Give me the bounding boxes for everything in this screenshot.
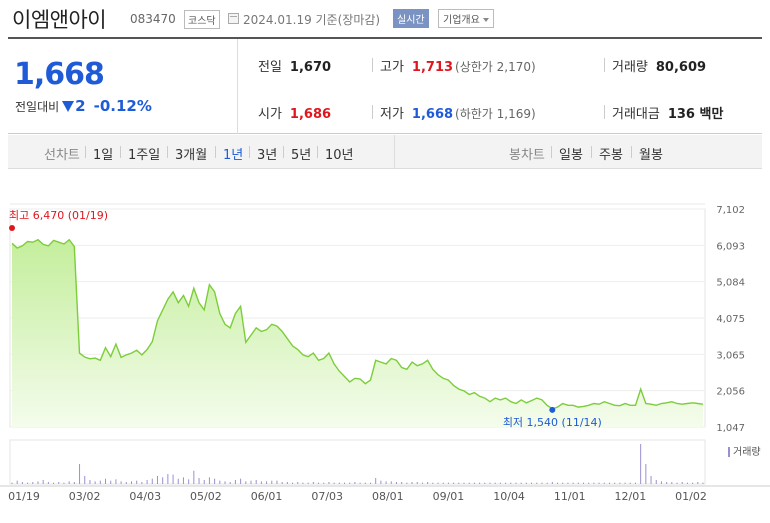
candle-chart-label: 봉차트 bbox=[509, 148, 545, 163]
y-tick-label: 7,102 bbox=[716, 205, 745, 216]
tab-5y[interactable]: 5년 bbox=[291, 148, 312, 163]
volume-legend-swatch bbox=[728, 447, 730, 457]
x-tick-label: 05/02 bbox=[190, 490, 222, 503]
tab-daily[interactable]: 일봉 bbox=[559, 148, 583, 163]
x-tick-label: 08/01 bbox=[372, 490, 404, 503]
company-overview-button[interactable]: 기업개요 bbox=[438, 9, 494, 28]
price-line bbox=[11, 238, 704, 410]
low-annotation: 최저 1,540 (11/14) bbox=[503, 416, 602, 429]
stock-header: 이엠앤아이 083470 코스닥 2024.01.19 기준(장마감) 실시간 … bbox=[0, 0, 770, 36]
x-tick-label: 10/04 bbox=[493, 490, 525, 503]
tab-1d[interactable]: 1일 bbox=[93, 148, 114, 163]
low-point bbox=[549, 406, 556, 413]
low-price: 저가 1,668 (하한가 1,169) bbox=[380, 107, 536, 122]
trade-amount: 거래대금 136 백만 bbox=[612, 107, 724, 122]
x-tick-label: 12/01 bbox=[615, 490, 647, 503]
x-tick-label: 04/03 bbox=[129, 490, 161, 503]
high-annotation: 최고 6,470 (01/19) bbox=[9, 209, 108, 222]
price-summary: 1,668 전일대비 2 -0.12% 전일 1,670 시가 1,686 고가 1,71… bbox=[8, 37, 762, 134]
divider bbox=[372, 105, 373, 119]
line-chart-label: 선차트 bbox=[44, 148, 80, 163]
x-tick-label: 01/19 bbox=[8, 490, 40, 503]
down-triangle-icon bbox=[62, 101, 75, 112]
volume: 거래량 80,609 bbox=[612, 60, 707, 75]
y-tick-label: 3,065 bbox=[716, 350, 745, 361]
current-price: 1,668 bbox=[14, 57, 105, 92]
stock-code: 083470 bbox=[130, 12, 176, 26]
x-tick-label: 06/01 bbox=[251, 490, 283, 503]
tab-weekly[interactable]: 주봉 bbox=[599, 148, 623, 163]
price-area bbox=[12, 239, 703, 427]
tab-1w[interactable]: 1주일 bbox=[128, 148, 161, 163]
realtime-button[interactable]: 실시간 bbox=[393, 9, 429, 28]
x-tick-label: 11/01 bbox=[554, 490, 586, 503]
high-price: 고가 1,713 (상한가 2,170) bbox=[380, 60, 536, 75]
prev-close: 전일 1,670 bbox=[258, 60, 332, 75]
calendar-icon bbox=[228, 13, 239, 24]
high-point bbox=[9, 225, 15, 231]
y-tick-label: 4,075 bbox=[716, 314, 745, 325]
divider bbox=[604, 58, 605, 72]
tab-monthly[interactable]: 월봉 bbox=[639, 148, 663, 163]
x-tick-label: 09/01 bbox=[433, 490, 465, 503]
divider bbox=[372, 58, 373, 72]
stock-name: 이엠앤아이 bbox=[12, 8, 107, 32]
change-percent: -0.12% bbox=[93, 97, 152, 115]
tab-3m[interactable]: 3개월 bbox=[175, 148, 208, 163]
market-badge: 코스닥 bbox=[184, 10, 220, 29]
x-tick-label: 03/02 bbox=[69, 490, 101, 503]
x-tick-label: 01/02 bbox=[675, 490, 707, 503]
current-price-box: 1,668 전일대비 2 -0.12% bbox=[8, 39, 238, 134]
volume-frame bbox=[9, 439, 706, 485]
y-tick-label: 2,056 bbox=[716, 387, 745, 398]
y-tick-label: 5,084 bbox=[716, 278, 745, 289]
reference-date: 2024.01.19 기준(장마감) bbox=[243, 13, 381, 27]
chart-period-tabs: 선차트 1일 1주일 3개월 1년 3년 5년 10년 봉차트 일봉 주봉 월봉 bbox=[8, 135, 762, 169]
volume-label: 거래량 bbox=[733, 446, 761, 458]
tab-3y[interactable]: 3년 bbox=[257, 148, 278, 163]
open-price: 시가 1,686 bbox=[258, 107, 332, 122]
chevron-down-icon bbox=[482, 18, 489, 22]
divider bbox=[604, 105, 605, 119]
y-tick-label: 6,093 bbox=[716, 241, 745, 252]
tab-10y[interactable]: 10년 bbox=[325, 148, 354, 163]
change-label: 전일대비 bbox=[15, 100, 60, 114]
y-tick-label: 1,047 bbox=[716, 423, 745, 434]
change-value: 2 bbox=[75, 97, 86, 115]
change-row: 전일대비 2 -0.12% bbox=[15, 97, 152, 115]
x-tick-label: 07/03 bbox=[311, 490, 343, 503]
tab-1y[interactable]: 1년 bbox=[223, 148, 244, 163]
